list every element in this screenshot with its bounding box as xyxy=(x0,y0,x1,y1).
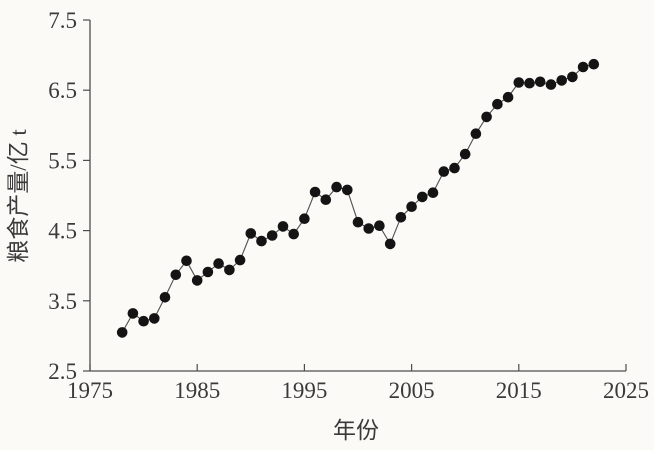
data-point xyxy=(159,292,171,303)
y-tick-label: 5.5 xyxy=(48,148,77,173)
x-tick-label: 1975 xyxy=(67,378,113,403)
axes xyxy=(89,20,626,372)
y-tick-label: 4.5 xyxy=(48,219,77,244)
y-tick-label: 7.5 xyxy=(48,8,77,33)
data-point xyxy=(288,228,300,240)
data-point xyxy=(492,98,503,110)
data-point xyxy=(277,221,289,232)
data-point xyxy=(524,77,535,89)
data-point xyxy=(342,184,353,196)
data-point xyxy=(138,315,149,327)
data-point xyxy=(556,75,567,86)
data-point xyxy=(438,166,450,177)
data-point xyxy=(320,194,332,205)
data-point xyxy=(234,254,246,266)
data-point xyxy=(449,162,460,174)
data-point xyxy=(224,264,235,276)
y-tick-label: 3.5 xyxy=(48,289,77,314)
data-point xyxy=(149,313,160,324)
data-point xyxy=(213,258,224,269)
data-point xyxy=(534,76,546,88)
data-point xyxy=(202,266,214,278)
data-point xyxy=(567,71,578,83)
data-point xyxy=(417,191,428,203)
x-tick-label: 2015 xyxy=(496,378,542,403)
data-point xyxy=(384,238,396,250)
data-point xyxy=(427,187,439,198)
tick-marks xyxy=(83,19,627,372)
data-point xyxy=(374,220,385,231)
data-point xyxy=(406,201,417,212)
data-point xyxy=(256,235,267,247)
data-point xyxy=(545,79,557,90)
data-point xyxy=(363,223,375,234)
data-point xyxy=(470,128,482,139)
y-tick-label: 6.5 xyxy=(48,78,77,103)
data-point xyxy=(331,181,342,193)
data-point xyxy=(481,111,492,123)
data-point xyxy=(502,91,514,103)
data-series xyxy=(116,58,600,338)
data-point xyxy=(395,212,407,223)
y-axis-title: 粮食产量/亿 t xyxy=(6,129,31,263)
data-point xyxy=(588,58,600,70)
data-point xyxy=(309,186,321,198)
data-point xyxy=(352,216,364,228)
tick-labels: 1975 1985 1995 2005 2015 2025 2.5 3.5 4.5 5.5 6.5 7… xyxy=(48,8,649,403)
data-point xyxy=(299,213,310,224)
data-point xyxy=(116,327,128,338)
x-tick-label: 2005 xyxy=(389,378,435,403)
data-point xyxy=(181,255,192,267)
data-point xyxy=(459,148,471,160)
data-point xyxy=(577,61,589,73)
data-point xyxy=(191,275,203,286)
data-point xyxy=(245,228,257,239)
x-tick-label: 2025 xyxy=(603,378,649,403)
data-point xyxy=(513,77,525,88)
x-axis-title: 年份 xyxy=(333,418,379,443)
x-tick-label: 1995 xyxy=(281,378,327,403)
data-point xyxy=(127,308,139,319)
x-tick-label: 1985 xyxy=(174,378,220,403)
data-point xyxy=(170,269,182,281)
data-point xyxy=(266,230,278,241)
y-tick-label: 2.5 xyxy=(48,359,77,384)
